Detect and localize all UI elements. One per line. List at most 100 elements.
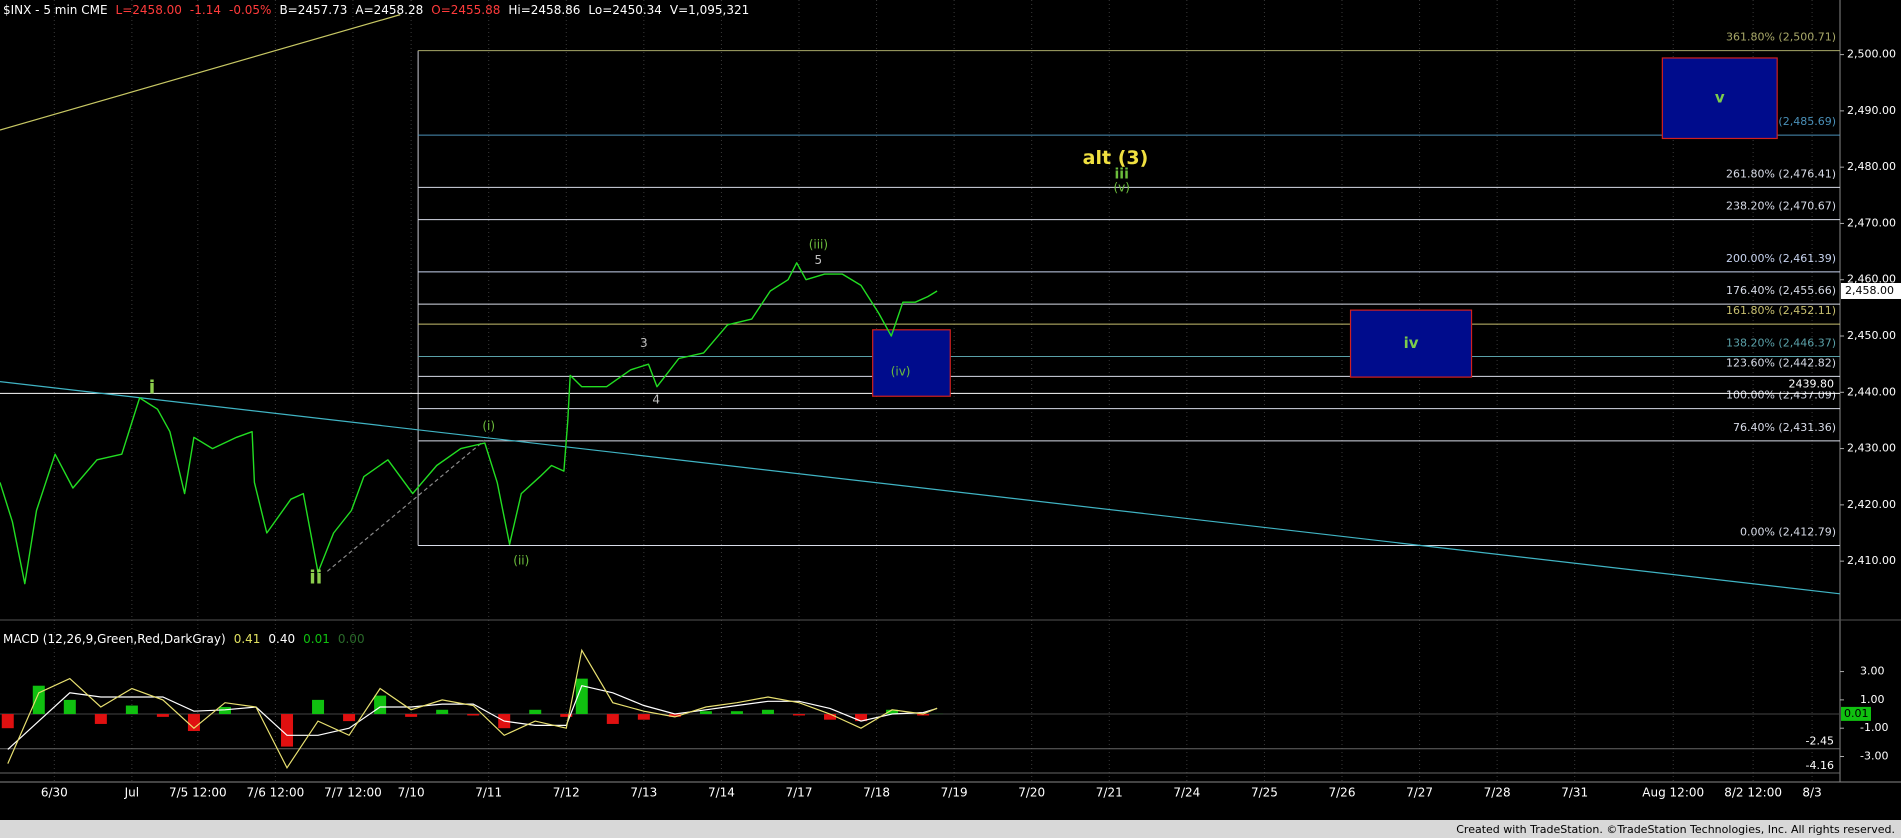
fib-label: 261.80% (2,476.41) <box>1726 167 1836 180</box>
histogram-bar <box>529 709 542 715</box>
histogram-bar <box>575 678 588 715</box>
price-line <box>0 262 938 585</box>
level-label: -4.16 <box>1806 759 1834 772</box>
wave-label: 4 <box>652 393 660 407</box>
box-label: iv <box>1404 334 1419 352</box>
macd-header-value: 0.40 <box>268 632 295 646</box>
histogram-bar <box>855 714 868 722</box>
x-tick-label: 7/5 12:00 <box>169 786 227 800</box>
y-tick-label: 1.00 <box>1860 693 1885 706</box>
last-value-label: 0.01 <box>1844 707 1869 720</box>
fib-label: 100.00% (2,437.09) <box>1726 389 1836 402</box>
header-item: $INX - 5 min CME <box>3 3 108 17</box>
x-tick-label: 7/11 <box>475 786 502 800</box>
wave-label: alt (3) <box>1083 147 1149 169</box>
y-tick-label: 2,500.00 <box>1847 48 1896 61</box>
x-tick-label: 7/13 <box>630 786 657 800</box>
header-item: V=1,095,321 <box>670 3 749 17</box>
histogram-bar <box>312 699 325 715</box>
fib-label: 161.80% (2,452.11) <box>1726 304 1836 317</box>
y-tick-label: 2,440.00 <box>1847 385 1896 398</box>
target-box <box>872 329 951 397</box>
histogram-bar <box>730 711 743 715</box>
x-tick-label: 7/24 <box>1173 786 1200 800</box>
header-item: O=2455.88 <box>431 3 500 17</box>
x-tick-label: 7/12 <box>553 786 580 800</box>
marker-label: 2439.80 <box>1789 377 1835 390</box>
histogram-bar <box>32 685 45 715</box>
wave-label: i <box>149 376 156 398</box>
y-tick-label: 2,450.00 <box>1847 329 1896 342</box>
fib-label: 176.40% (2,455.66) <box>1726 284 1836 297</box>
header: $INX - 5 min CME L=2458.00 -1.14 -0.05% B=24… <box>3 3 749 17</box>
fib-label: 361.80% (2,500.71) <box>1726 31 1836 44</box>
histogram-bar <box>917 714 930 716</box>
wave-label: 3 <box>640 336 648 350</box>
trend-line <box>0 14 401 131</box>
x-tick-label: 7/10 <box>398 786 425 800</box>
wave-label: (iv) <box>891 365 911 379</box>
macd-header-value: 0.41 <box>234 632 261 646</box>
trend-line <box>0 381 1841 595</box>
box-label: v <box>1715 89 1725 107</box>
x-tick-label: 7/7 12:00 <box>324 786 382 800</box>
fib-label: 138.20% (2,446.37) <box>1726 336 1836 349</box>
histogram-bar <box>761 709 774 715</box>
marker-label-bg <box>1774 377 1836 392</box>
x-tick-label: 7/27 <box>1406 786 1433 800</box>
x-tick-label: 7/31 <box>1561 786 1588 800</box>
y-tick-label: 2,430.00 <box>1847 442 1896 455</box>
wave-label: (iii) <box>809 237 828 251</box>
header-item: L=2458.00 <box>116 3 182 17</box>
histogram-bar <box>405 714 418 717</box>
wave-label: 5 <box>815 253 823 267</box>
fib-label: 123.60% (2,442.82) <box>1726 356 1836 369</box>
histogram-bar <box>94 714 107 724</box>
x-tick-label: 7/18 <box>863 786 890 800</box>
level-label: -2.45 <box>1806 735 1834 748</box>
macd-header-value: 0.00 <box>338 632 365 646</box>
x-tick-label: 7/26 <box>1329 786 1356 800</box>
header-item: Hi=2458.86 <box>508 3 580 17</box>
header-item: -0.05% <box>229 3 271 17</box>
x-tick-label: Aug 12:00 <box>1642 786 1704 800</box>
target-box <box>1349 309 1473 378</box>
histogram-bar <box>824 714 837 720</box>
histogram-bar <box>1 714 14 729</box>
x-tick-label: 7/19 <box>941 786 968 800</box>
histogram-bar <box>560 714 573 717</box>
y-tick-label: 3.00 <box>1860 665 1885 678</box>
y-tick-label: -1.00 <box>1860 721 1888 734</box>
histogram-bar <box>436 709 449 715</box>
histogram-bar <box>792 714 805 716</box>
x-tick-label: 8/3 <box>1802 786 1821 800</box>
histogram-bar <box>374 695 387 715</box>
macd-line <box>7 648 938 769</box>
macd-header-value: 0.01 <box>303 632 330 646</box>
x-tick-label: 7/17 <box>786 786 813 800</box>
y-tick-label: 2,480.00 <box>1847 160 1896 173</box>
trend-line <box>326 439 486 572</box>
histogram-bar <box>218 706 231 715</box>
wave-label: ii <box>309 567 322 589</box>
footer-band <box>0 820 1901 838</box>
x-tick-label: 7/6 12:00 <box>247 786 305 800</box>
header-item: Lo=2450.34 <box>588 3 662 17</box>
wave-label: iii <box>1114 166 1128 182</box>
header-item: A=2458.28 <box>355 3 423 17</box>
macd-title: MACD (12,26,9,Green,Red,DarkGray) <box>3 632 226 646</box>
y-tick-label: 2,490.00 <box>1847 104 1896 117</box>
y-tick-label: 2,420.00 <box>1847 498 1896 511</box>
histogram-bar <box>63 699 76 715</box>
histogram-bar <box>281 714 294 747</box>
footer: Created with TradeStation. ©TradeStation… <box>1456 823 1895 836</box>
fib-label: 0.00% (2,412.79) <box>1740 525 1836 538</box>
histogram-bar <box>668 714 681 717</box>
x-tick-label: 7/20 <box>1018 786 1045 800</box>
x-tick-label: 7/28 <box>1484 786 1511 800</box>
y-tick-label: -3.00 <box>1860 750 1888 763</box>
last-value-bg <box>1841 706 1871 721</box>
x-tick-label: 7/25 <box>1251 786 1278 800</box>
